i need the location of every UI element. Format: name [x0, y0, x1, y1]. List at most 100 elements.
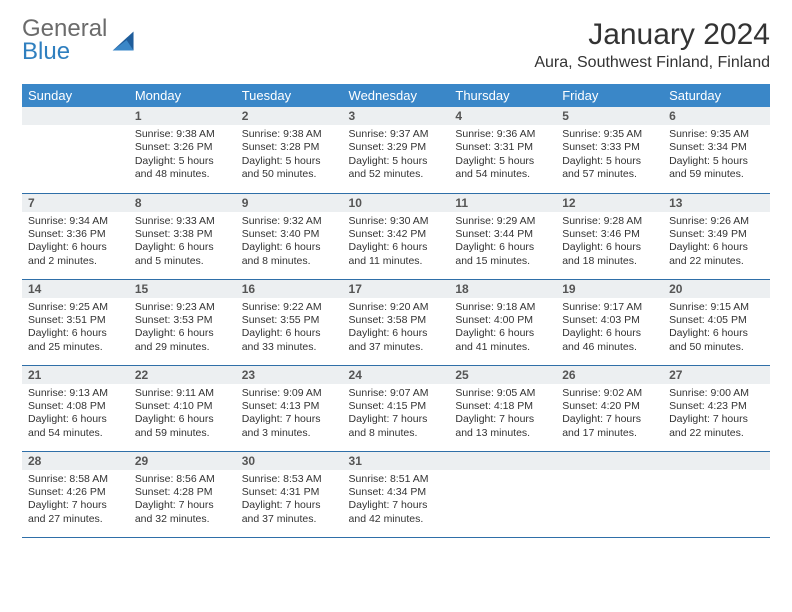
month-title: January 2024	[534, 18, 770, 52]
location-subtitle: Aura, Southwest Finland, Finland	[534, 54, 770, 72]
day-details: Sunrise: 9:15 AMSunset: 4:05 PMDaylight:…	[663, 298, 770, 360]
calendar-day-cell: 1Sunrise: 9:38 AMSunset: 3:26 PMDaylight…	[129, 107, 236, 193]
calendar-body: 1Sunrise: 9:38 AMSunset: 3:26 PMDaylight…	[22, 107, 770, 537]
day-details: Sunrise: 9:05 AMSunset: 4:18 PMDaylight:…	[449, 384, 556, 446]
calendar-day-cell: 14Sunrise: 9:25 AMSunset: 3:51 PMDayligh…	[22, 279, 129, 365]
day-number: 27	[663, 366, 770, 384]
day-details: Sunrise: 9:22 AMSunset: 3:55 PMDaylight:…	[236, 298, 343, 360]
day-number: 30	[236, 452, 343, 470]
weekday-header: Monday	[129, 84, 236, 107]
weekday-header: Thursday	[449, 84, 556, 107]
day-details: Sunrise: 9:00 AMSunset: 4:23 PMDaylight:…	[663, 384, 770, 446]
day-details: Sunrise: 9:29 AMSunset: 3:44 PMDaylight:…	[449, 212, 556, 274]
weekday-header: Sunday	[22, 84, 129, 107]
header: General Blue January 2024 Aura, Southwes…	[22, 18, 770, 72]
calendar-week-row: 7Sunrise: 9:34 AMSunset: 3:36 PMDaylight…	[22, 193, 770, 279]
day-number: 28	[22, 452, 129, 470]
calendar-day-cell: 23Sunrise: 9:09 AMSunset: 4:13 PMDayligh…	[236, 365, 343, 451]
weekday-header: Wednesday	[343, 84, 450, 107]
day-details: Sunrise: 9:38 AMSunset: 3:26 PMDaylight:…	[129, 125, 236, 187]
day-details: Sunrise: 8:53 AMSunset: 4:31 PMDaylight:…	[236, 470, 343, 532]
calendar-day-cell: 9Sunrise: 9:32 AMSunset: 3:40 PMDaylight…	[236, 193, 343, 279]
day-number: 24	[343, 366, 450, 384]
day-number-bar	[663, 452, 770, 470]
day-number: 1	[129, 107, 236, 125]
calendar-day-cell: 21Sunrise: 9:13 AMSunset: 4:08 PMDayligh…	[22, 365, 129, 451]
calendar-week-row: 14Sunrise: 9:25 AMSunset: 3:51 PMDayligh…	[22, 279, 770, 365]
logo: General Blue	[22, 18, 137, 64]
day-details: Sunrise: 9:36 AMSunset: 3:31 PMDaylight:…	[449, 125, 556, 187]
day-number: 17	[343, 280, 450, 298]
day-number: 7	[22, 194, 129, 212]
day-number: 11	[449, 194, 556, 212]
day-number: 18	[449, 280, 556, 298]
day-number-bar	[556, 452, 663, 470]
logo-sail-icon	[111, 28, 137, 54]
calendar-header-row: SundayMondayTuesdayWednesdayThursdayFrid…	[22, 84, 770, 107]
day-number: 21	[22, 366, 129, 384]
calendar-day-cell: 15Sunrise: 9:23 AMSunset: 3:53 PMDayligh…	[129, 279, 236, 365]
day-details: Sunrise: 9:35 AMSunset: 3:33 PMDaylight:…	[556, 125, 663, 187]
calendar-day-cell: 13Sunrise: 9:26 AMSunset: 3:49 PMDayligh…	[663, 193, 770, 279]
day-number: 23	[236, 366, 343, 384]
day-number: 26	[556, 366, 663, 384]
day-details: Sunrise: 9:13 AMSunset: 4:08 PMDaylight:…	[22, 384, 129, 446]
day-number: 9	[236, 194, 343, 212]
day-details: Sunrise: 9:20 AMSunset: 3:58 PMDaylight:…	[343, 298, 450, 360]
day-details: Sunrise: 9:34 AMSunset: 3:36 PMDaylight:…	[22, 212, 129, 274]
day-number: 3	[343, 107, 450, 125]
day-number: 22	[129, 366, 236, 384]
weekday-header: Friday	[556, 84, 663, 107]
calendar-day-cell: 8Sunrise: 9:33 AMSunset: 3:38 PMDaylight…	[129, 193, 236, 279]
day-number: 13	[663, 194, 770, 212]
title-block: January 2024 Aura, Southwest Finland, Fi…	[534, 18, 770, 72]
day-number: 12	[556, 194, 663, 212]
day-number: 16	[236, 280, 343, 298]
calendar-day-cell: 22Sunrise: 9:11 AMSunset: 4:10 PMDayligh…	[129, 365, 236, 451]
day-details: Sunrise: 9:09 AMSunset: 4:13 PMDaylight:…	[236, 384, 343, 446]
day-number: 20	[663, 280, 770, 298]
day-details: Sunrise: 9:38 AMSunset: 3:28 PMDaylight:…	[236, 125, 343, 187]
day-details: Sunrise: 9:11 AMSunset: 4:10 PMDaylight:…	[129, 384, 236, 446]
calendar-day-cell: 19Sunrise: 9:17 AMSunset: 4:03 PMDayligh…	[556, 279, 663, 365]
day-details: Sunrise: 8:58 AMSunset: 4:26 PMDaylight:…	[22, 470, 129, 532]
day-details: Sunrise: 8:56 AMSunset: 4:28 PMDaylight:…	[129, 470, 236, 532]
calendar-day-cell: 3Sunrise: 9:37 AMSunset: 3:29 PMDaylight…	[343, 107, 450, 193]
day-details: Sunrise: 9:37 AMSunset: 3:29 PMDaylight:…	[343, 125, 450, 187]
day-number: 4	[449, 107, 556, 125]
day-number: 6	[663, 107, 770, 125]
weekday-header: Saturday	[663, 84, 770, 107]
day-number: 2	[236, 107, 343, 125]
day-number: 14	[22, 280, 129, 298]
weekday-header: Tuesday	[236, 84, 343, 107]
calendar-day-cell: 31Sunrise: 8:51 AMSunset: 4:34 PMDayligh…	[343, 451, 450, 537]
day-number-bar	[22, 107, 129, 125]
day-details: Sunrise: 9:18 AMSunset: 4:00 PMDaylight:…	[449, 298, 556, 360]
calendar-table: SundayMondayTuesdayWednesdayThursdayFrid…	[22, 84, 770, 538]
calendar-day-cell: 4Sunrise: 9:36 AMSunset: 3:31 PMDaylight…	[449, 107, 556, 193]
day-details: Sunrise: 8:51 AMSunset: 4:34 PMDaylight:…	[343, 470, 450, 532]
calendar-day-cell: 26Sunrise: 9:02 AMSunset: 4:20 PMDayligh…	[556, 365, 663, 451]
day-number: 29	[129, 452, 236, 470]
day-details: Sunrise: 9:07 AMSunset: 4:15 PMDaylight:…	[343, 384, 450, 446]
calendar-day-cell: 11Sunrise: 9:29 AMSunset: 3:44 PMDayligh…	[449, 193, 556, 279]
calendar-day-cell: 10Sunrise: 9:30 AMSunset: 3:42 PMDayligh…	[343, 193, 450, 279]
calendar-day-cell	[22, 107, 129, 193]
calendar-week-row: 21Sunrise: 9:13 AMSunset: 4:08 PMDayligh…	[22, 365, 770, 451]
calendar-day-cell: 29Sunrise: 8:56 AMSunset: 4:28 PMDayligh…	[129, 451, 236, 537]
day-details: Sunrise: 9:17 AMSunset: 4:03 PMDaylight:…	[556, 298, 663, 360]
calendar-day-cell: 30Sunrise: 8:53 AMSunset: 4:31 PMDayligh…	[236, 451, 343, 537]
calendar-day-cell: 16Sunrise: 9:22 AMSunset: 3:55 PMDayligh…	[236, 279, 343, 365]
day-details: Sunrise: 9:28 AMSunset: 3:46 PMDaylight:…	[556, 212, 663, 274]
calendar-day-cell: 28Sunrise: 8:58 AMSunset: 4:26 PMDayligh…	[22, 451, 129, 537]
day-number: 10	[343, 194, 450, 212]
day-number: 31	[343, 452, 450, 470]
calendar-day-cell: 6Sunrise: 9:35 AMSunset: 3:34 PMDaylight…	[663, 107, 770, 193]
day-details: Sunrise: 9:32 AMSunset: 3:40 PMDaylight:…	[236, 212, 343, 274]
calendar-day-cell: 5Sunrise: 9:35 AMSunset: 3:33 PMDaylight…	[556, 107, 663, 193]
logo-text-block: General Blue	[22, 18, 107, 64]
calendar-day-cell: 20Sunrise: 9:15 AMSunset: 4:05 PMDayligh…	[663, 279, 770, 365]
day-details: Sunrise: 9:26 AMSunset: 3:49 PMDaylight:…	[663, 212, 770, 274]
calendar-day-cell: 25Sunrise: 9:05 AMSunset: 4:18 PMDayligh…	[449, 365, 556, 451]
day-details: Sunrise: 9:23 AMSunset: 3:53 PMDaylight:…	[129, 298, 236, 360]
